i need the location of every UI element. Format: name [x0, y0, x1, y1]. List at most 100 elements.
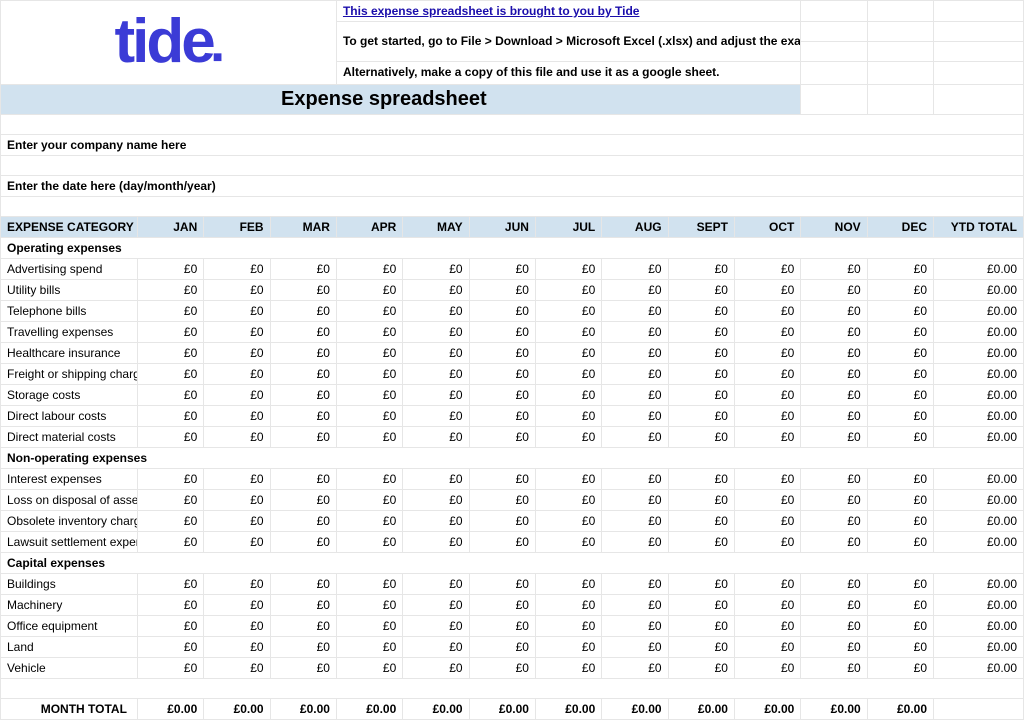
- expense-cell[interactable]: £0: [403, 300, 469, 321]
- expense-cell[interactable]: £0: [336, 258, 402, 279]
- expense-cell[interactable]: £0: [137, 363, 203, 384]
- expense-cell[interactable]: £0: [137, 279, 203, 300]
- expense-cell[interactable]: £0: [668, 405, 734, 426]
- expense-cell[interactable]: £0: [403, 258, 469, 279]
- expense-cell[interactable]: £0: [204, 384, 270, 405]
- expense-cell[interactable]: £0: [801, 363, 867, 384]
- expense-cell[interactable]: £0: [403, 321, 469, 342]
- expense-cell[interactable]: £0: [137, 426, 203, 447]
- expense-cell[interactable]: £0: [668, 363, 734, 384]
- expense-cell[interactable]: £0: [204, 300, 270, 321]
- expense-cell[interactable]: £0: [602, 657, 668, 678]
- expense-cell[interactable]: £0: [137, 531, 203, 552]
- expense-cell[interactable]: £0: [469, 384, 535, 405]
- expense-cell[interactable]: £0: [137, 258, 203, 279]
- expense-cell[interactable]: £0: [668, 573, 734, 594]
- expense-cell[interactable]: £0: [801, 594, 867, 615]
- expense-cell[interactable]: £0: [336, 384, 402, 405]
- expense-cell[interactable]: £0: [469, 510, 535, 531]
- expense-cell[interactable]: £0: [204, 594, 270, 615]
- expense-cell[interactable]: £0: [469, 342, 535, 363]
- expense-cell[interactable]: £0: [204, 321, 270, 342]
- expense-cell[interactable]: £0: [137, 657, 203, 678]
- expense-cell[interactable]: £0: [403, 363, 469, 384]
- expense-cell[interactable]: £0: [602, 258, 668, 279]
- expense-cell[interactable]: £0: [668, 489, 734, 510]
- expense-cell[interactable]: £0: [137, 468, 203, 489]
- expense-cell[interactable]: £0: [867, 657, 933, 678]
- expense-cell[interactable]: £0: [668, 615, 734, 636]
- expense-cell[interactable]: £0: [668, 300, 734, 321]
- expense-cell[interactable]: £0: [137, 342, 203, 363]
- expense-cell[interactable]: £0: [535, 342, 601, 363]
- expense-cell[interactable]: £0: [204, 363, 270, 384]
- promo-link[interactable]: This expense spreadsheet is brought to y…: [343, 4, 640, 18]
- expense-cell[interactable]: £0: [734, 489, 800, 510]
- expense-cell[interactable]: £0: [270, 657, 336, 678]
- expense-cell[interactable]: £0: [867, 468, 933, 489]
- expense-cell[interactable]: £0: [469, 657, 535, 678]
- expense-cell[interactable]: £0: [204, 510, 270, 531]
- expense-cell[interactable]: £0: [403, 384, 469, 405]
- expense-cell[interactable]: £0: [535, 594, 601, 615]
- expense-cell[interactable]: £0: [535, 489, 601, 510]
- expense-cell[interactable]: £0: [668, 657, 734, 678]
- expense-cell[interactable]: £0: [801, 321, 867, 342]
- expense-cell[interactable]: £0: [270, 489, 336, 510]
- expense-cell[interactable]: £0: [801, 573, 867, 594]
- expense-cell[interactable]: £0: [801, 405, 867, 426]
- expense-cell[interactable]: £0: [137, 573, 203, 594]
- expense-cell[interactable]: £0: [469, 405, 535, 426]
- expense-cell[interactable]: £0: [204, 573, 270, 594]
- expense-cell[interactable]: £0: [535, 510, 601, 531]
- expense-cell[interactable]: £0: [403, 657, 469, 678]
- expense-cell[interactable]: £0: [535, 426, 601, 447]
- expense-cell[interactable]: £0: [270, 594, 336, 615]
- expense-cell[interactable]: £0: [403, 531, 469, 552]
- expense-cell[interactable]: £0: [602, 363, 668, 384]
- expense-cell[interactable]: £0: [204, 426, 270, 447]
- expense-cell[interactable]: £0: [734, 300, 800, 321]
- expense-cell[interactable]: £0: [602, 531, 668, 552]
- expense-cell[interactable]: £0: [668, 594, 734, 615]
- expense-cell[interactable]: £0: [867, 342, 933, 363]
- expense-cell[interactable]: £0: [336, 342, 402, 363]
- expense-cell[interactable]: £0: [270, 468, 336, 489]
- expense-cell[interactable]: £0: [602, 468, 668, 489]
- date-input[interactable]: Enter the date here (day/month/year): [1, 175, 1024, 196]
- expense-cell[interactable]: £0: [801, 510, 867, 531]
- expense-cell[interactable]: £0: [801, 489, 867, 510]
- expense-cell[interactable]: £0: [270, 510, 336, 531]
- expense-cell[interactable]: £0: [137, 300, 203, 321]
- expense-cell[interactable]: £0: [336, 405, 402, 426]
- expense-cell[interactable]: £0: [801, 300, 867, 321]
- expense-cell[interactable]: £0: [734, 363, 800, 384]
- expense-cell[interactable]: £0: [469, 300, 535, 321]
- expense-cell[interactable]: £0: [801, 279, 867, 300]
- expense-cell[interactable]: £0: [270, 615, 336, 636]
- expense-cell[interactable]: £0: [535, 573, 601, 594]
- expense-cell[interactable]: £0: [801, 342, 867, 363]
- expense-cell[interactable]: £0: [204, 258, 270, 279]
- expense-cell[interactable]: £0: [734, 573, 800, 594]
- expense-cell[interactable]: £0: [336, 300, 402, 321]
- expense-cell[interactable]: £0: [602, 510, 668, 531]
- expense-cell[interactable]: £0: [336, 615, 402, 636]
- expense-cell[interactable]: £0: [668, 468, 734, 489]
- expense-cell[interactable]: £0: [734, 468, 800, 489]
- expense-cell[interactable]: £0: [801, 258, 867, 279]
- expense-cell[interactable]: £0: [734, 657, 800, 678]
- expense-cell[interactable]: £0: [668, 531, 734, 552]
- expense-cell[interactable]: £0: [867, 489, 933, 510]
- expense-cell[interactable]: £0: [270, 363, 336, 384]
- expense-cell[interactable]: £0: [469, 615, 535, 636]
- expense-cell[interactable]: £0: [137, 405, 203, 426]
- expense-cell[interactable]: £0: [801, 615, 867, 636]
- expense-cell[interactable]: £0: [668, 384, 734, 405]
- expense-cell[interactable]: £0: [270, 279, 336, 300]
- expense-cell[interactable]: £0: [734, 531, 800, 552]
- expense-cell[interactable]: £0: [270, 384, 336, 405]
- expense-cell[interactable]: £0: [336, 657, 402, 678]
- expense-cell[interactable]: £0: [867, 615, 933, 636]
- expense-cell[interactable]: £0: [535, 279, 601, 300]
